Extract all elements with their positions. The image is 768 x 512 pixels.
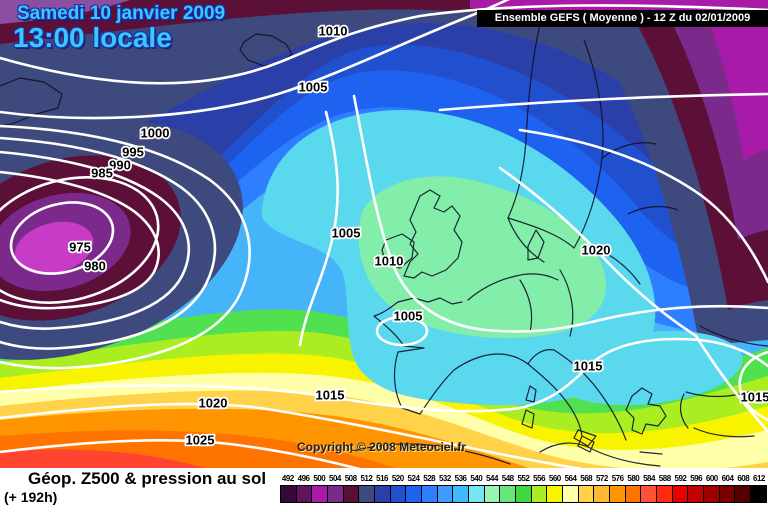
scale-cell bbox=[328, 486, 344, 502]
scale-value: 580 bbox=[627, 474, 640, 483]
scale-cell bbox=[594, 486, 611, 502]
pressure-label: 1005 bbox=[394, 309, 423, 324]
pressure-label: 1015 bbox=[574, 359, 603, 374]
scale-value: 608 bbox=[737, 474, 750, 483]
scale-value: 588 bbox=[658, 474, 671, 483]
scale-cell bbox=[688, 486, 705, 502]
scale-cell bbox=[500, 486, 517, 502]
scale-value: 596 bbox=[690, 474, 703, 483]
forecast-lead-time: (+ 192h) bbox=[4, 489, 58, 505]
scale-cell bbox=[547, 486, 564, 502]
scale-cell bbox=[469, 486, 485, 502]
scale-value: 548 bbox=[501, 474, 514, 483]
scale-cell bbox=[735, 486, 752, 502]
scale-value: 560 bbox=[548, 474, 561, 483]
scale-value: 612 bbox=[753, 474, 765, 483]
pressure-label: 995 bbox=[122, 145, 144, 160]
scale-cell bbox=[343, 486, 360, 502]
scale-cell bbox=[375, 486, 391, 502]
scale-cell bbox=[281, 486, 297, 502]
scale-value: 532 bbox=[438, 474, 451, 483]
scale-cell bbox=[359, 486, 376, 502]
scale-value: 568 bbox=[580, 474, 593, 483]
scale-cell bbox=[531, 486, 548, 502]
scale-cell bbox=[719, 486, 736, 502]
scale-value: 516 bbox=[376, 474, 388, 483]
scale-cell bbox=[312, 486, 329, 502]
copyright-text: Copyright © 2008 Meteociel.fr bbox=[297, 440, 466, 454]
pressure-label: 1005 bbox=[332, 226, 361, 241]
scale-cell bbox=[657, 486, 673, 502]
pressure-label: 1015 bbox=[316, 388, 345, 403]
geopotential-field bbox=[0, 0, 768, 468]
scale-value: 524 bbox=[407, 474, 420, 483]
pressure-label: 1000 bbox=[141, 126, 170, 141]
scale-value: 528 bbox=[423, 474, 436, 483]
scale-value: 492 bbox=[281, 474, 294, 483]
scale-cell bbox=[610, 486, 626, 502]
pressure-label: 1005 bbox=[299, 80, 328, 95]
scale-cell bbox=[625, 486, 642, 502]
color-scale-values: 492 496 500 504 508 512 516 520 524 528 532 536 540 5… bbox=[280, 474, 767, 485]
map-title: Géop. Z500 & pression au sol bbox=[28, 469, 267, 488]
color-scale: 492 496 500 504 508 512 516 520 524 528 532 536 540 5… bbox=[280, 474, 767, 503]
color-scale-swatches bbox=[280, 485, 767, 503]
scale-cell bbox=[422, 486, 438, 502]
pressure-label: 1025 bbox=[186, 433, 215, 448]
legend-bar: Géop. Z500 & pression au sol (+ 192h) 49… bbox=[0, 468, 768, 512]
scale-cell bbox=[563, 486, 579, 502]
scale-cell bbox=[437, 486, 454, 502]
scale-value: 540 bbox=[470, 474, 483, 483]
scale-value: 544 bbox=[486, 474, 498, 483]
scale-cell bbox=[484, 486, 501, 502]
scale-value: 564 bbox=[564, 474, 577, 483]
pressure-label: 990 bbox=[109, 158, 131, 173]
scale-cell bbox=[751, 486, 766, 502]
scale-cell bbox=[641, 486, 658, 502]
scale-value: 584 bbox=[643, 474, 655, 483]
scale-cell bbox=[672, 486, 689, 502]
coastlines bbox=[0, 23, 768, 467]
pressure-label: 1010 bbox=[375, 254, 404, 269]
scale-value: 496 bbox=[297, 474, 310, 483]
pressure-label: 980 bbox=[84, 259, 106, 274]
pressure-label: 975 bbox=[69, 240, 91, 255]
pressure-label: 1010 bbox=[319, 24, 348, 39]
scale-value: 600 bbox=[705, 474, 718, 483]
pressure-label: 1015 bbox=[741, 390, 768, 405]
scale-value: 512 bbox=[360, 474, 373, 483]
scale-cell bbox=[578, 486, 595, 502]
scale-value: 536 bbox=[454, 474, 467, 483]
scale-value: 508 bbox=[344, 474, 357, 483]
scale-value: 552 bbox=[517, 474, 530, 483]
forecast-time-text: 13:00 locale bbox=[13, 22, 172, 53]
scale-cell bbox=[390, 486, 407, 502]
scale-cell bbox=[406, 486, 423, 502]
scale-cell bbox=[516, 486, 532, 502]
scale-value: 500 bbox=[313, 474, 326, 483]
scale-value: 504 bbox=[329, 474, 341, 483]
scale-value: 556 bbox=[533, 474, 546, 483]
pressure-label: 1020 bbox=[199, 396, 228, 411]
scale-value: 520 bbox=[391, 474, 404, 483]
scale-value: 592 bbox=[674, 474, 687, 483]
pressure-label: 1020 bbox=[582, 243, 611, 258]
scale-cell bbox=[296, 486, 313, 502]
pressure-label: 985 bbox=[91, 166, 113, 181]
scale-value: 604 bbox=[721, 474, 734, 483]
pressure-contours bbox=[0, 0, 768, 468]
forecast-date-text: Samedi 10 janvier 2009 bbox=[17, 3, 226, 24]
scale-value: 572 bbox=[595, 474, 608, 483]
scale-value: 576 bbox=[611, 474, 624, 483]
model-run-label: Ensemble GEFS ( Moyenne ) - 12 Z du 02/0… bbox=[477, 10, 768, 27]
scale-cell bbox=[453, 486, 470, 502]
scale-cell bbox=[704, 486, 720, 502]
